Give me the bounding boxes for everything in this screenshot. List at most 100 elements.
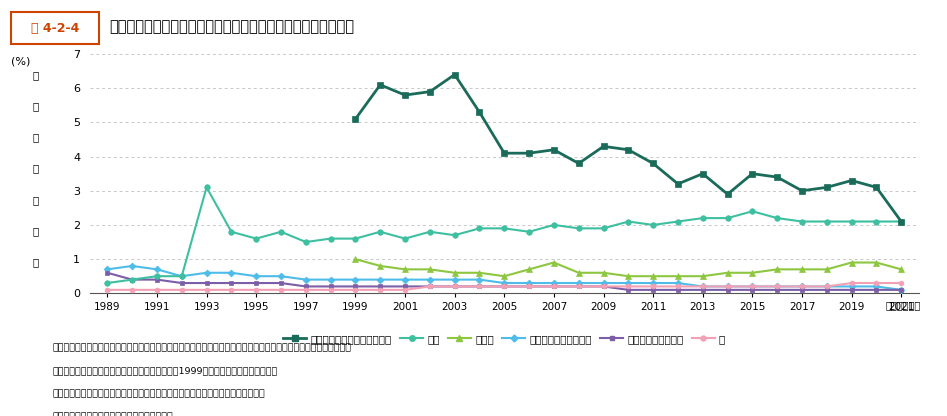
砒素 [672, 219, 684, 224]
Text: (%): (%) [11, 56, 30, 66]
トリクロロエチレン [300, 284, 312, 289]
硝酸性窒素及び亜硝酸性窒素 [772, 175, 783, 180]
Text: 準: 準 [33, 163, 39, 173]
ふっ素 [573, 270, 584, 275]
ふっ素 [548, 260, 560, 265]
硝酸性窒素及び亜硝酸性窒素 [375, 82, 386, 87]
トリクロロエチレン [648, 287, 659, 292]
トリクロロエチレン [573, 284, 584, 289]
テトラクロロエチレン [573, 280, 584, 285]
Text: 注１：超過数とは、測定当時の基準を超過した井戸の数であり、超過率とは、調査数に対する超過数の割合である。: 注１：超過数とは、測定当時の基準を超過した井戸の数であり、超過率とは、調査数に対… [52, 343, 351, 352]
砒素 [498, 226, 509, 231]
トリクロロエチレン [598, 284, 609, 289]
Line: 硝酸性窒素及び亜硝酸性窒素: 硝酸性窒素及び亜硝酸性窒素 [352, 71, 904, 225]
砒素 [424, 229, 436, 234]
テトラクロロエチレン [127, 263, 138, 268]
トリクロロエチレン [672, 287, 684, 292]
鉛 [548, 284, 560, 289]
トリクロロエチレン [251, 280, 262, 285]
砒素 [176, 274, 188, 279]
テトラクロロエチレン [648, 280, 659, 285]
硝酸性窒素及び亜硝酸性窒素 [622, 147, 634, 152]
トリクロロエチレン [622, 287, 634, 292]
トリクロロエチレン [176, 280, 188, 285]
ふっ素 [796, 267, 808, 272]
Line: 砒素: 砒素 [104, 185, 904, 286]
硝酸性窒素及び亜硝酸性窒素 [449, 72, 460, 77]
鉛 [349, 287, 361, 292]
トリクロロエチレン [152, 277, 163, 282]
テトラクロロエチレン [251, 274, 262, 279]
テトラクロロエチレン [300, 277, 312, 282]
砒素 [400, 236, 411, 241]
砒素 [225, 229, 237, 234]
トリクロロエチレン [746, 287, 758, 292]
ふっ素 [400, 267, 411, 272]
硝酸性窒素及び亜硝酸性窒素 [548, 147, 560, 152]
鉛 [697, 284, 708, 289]
鉛 [152, 287, 163, 292]
トリクロロエチレン [821, 287, 832, 292]
テトラクロロエチレン [722, 284, 733, 289]
ふっ素 [375, 263, 386, 268]
テトラクロロエチレン [772, 284, 783, 289]
トリクロロエチレン [498, 284, 509, 289]
トリクロロエチレン [896, 287, 907, 292]
ふっ素 [449, 270, 460, 275]
鉛 [101, 287, 113, 292]
Line: テトラクロロエチレン: テトラクロロエチレン [105, 263, 903, 292]
ふっ素 [746, 270, 758, 275]
テトラクロロエチレン [176, 274, 188, 279]
硝酸性窒素及び亜硝酸性窒素 [870, 185, 882, 190]
テトラクロロエチレン [400, 277, 411, 282]
トリクロロエチレン [796, 287, 808, 292]
砒素 [449, 233, 460, 238]
テトラクロロエチレン [201, 270, 212, 275]
トリクロロエチレン [870, 287, 882, 292]
砒素 [896, 219, 907, 224]
Text: 超: 超 [33, 195, 39, 205]
Text: 図 4-2-4: 図 4-2-4 [31, 22, 80, 35]
トリクロロエチレン [474, 284, 485, 289]
砒素 [276, 229, 287, 234]
鉛 [622, 284, 634, 289]
砒素 [821, 219, 832, 224]
テトラクロロエチレン [796, 284, 808, 289]
鉛 [424, 284, 436, 289]
砒素 [152, 274, 163, 279]
砒素 [127, 277, 138, 282]
鉛 [449, 284, 460, 289]
硝酸性窒素及び亜硝酸性窒素 [648, 161, 659, 166]
硝酸性窒素及び亜硝酸性窒素 [896, 219, 907, 224]
砒素 [201, 185, 212, 190]
ふっ素 [622, 274, 634, 279]
硝酸性窒素及び亜硝酸性窒素 [349, 116, 361, 121]
ふっ素 [896, 267, 907, 272]
テトラクロロエチレン [101, 267, 113, 272]
トリクロロエチレン [449, 284, 460, 289]
Text: 過: 過 [33, 226, 39, 236]
硝酸性窒素及び亜硝酸性窒素 [746, 171, 758, 176]
トリクロロエチレン [349, 284, 361, 289]
Text: （調査年度）: （調査年度） [885, 300, 920, 310]
トリクロロエチレン [127, 277, 138, 282]
砒素 [251, 236, 262, 241]
鉛 [498, 284, 509, 289]
硝酸性窒素及び亜硝酸性窒素 [598, 144, 609, 149]
テトラクロロエチレン [375, 277, 386, 282]
ふっ素 [870, 260, 882, 265]
鉛 [598, 284, 609, 289]
砒素 [300, 240, 312, 245]
砒素 [548, 223, 560, 228]
砒素 [772, 215, 783, 220]
鉛 [201, 287, 212, 292]
テトラクロロエチレン [548, 280, 560, 285]
ふっ素 [648, 274, 659, 279]
鉛 [300, 287, 312, 292]
Text: 基: 基 [33, 132, 39, 142]
砒素 [796, 219, 808, 224]
ふっ素 [672, 274, 684, 279]
硝酸性窒素及び亜硝酸性窒素 [400, 93, 411, 98]
Text: ３：このグラフは環境基準超過本数が比較的多かった項目のみ対象としている。: ３：このグラフは環境基準超過本数が比較的多かった項目のみ対象としている。 [52, 389, 265, 398]
Text: 環: 環 [33, 70, 39, 80]
